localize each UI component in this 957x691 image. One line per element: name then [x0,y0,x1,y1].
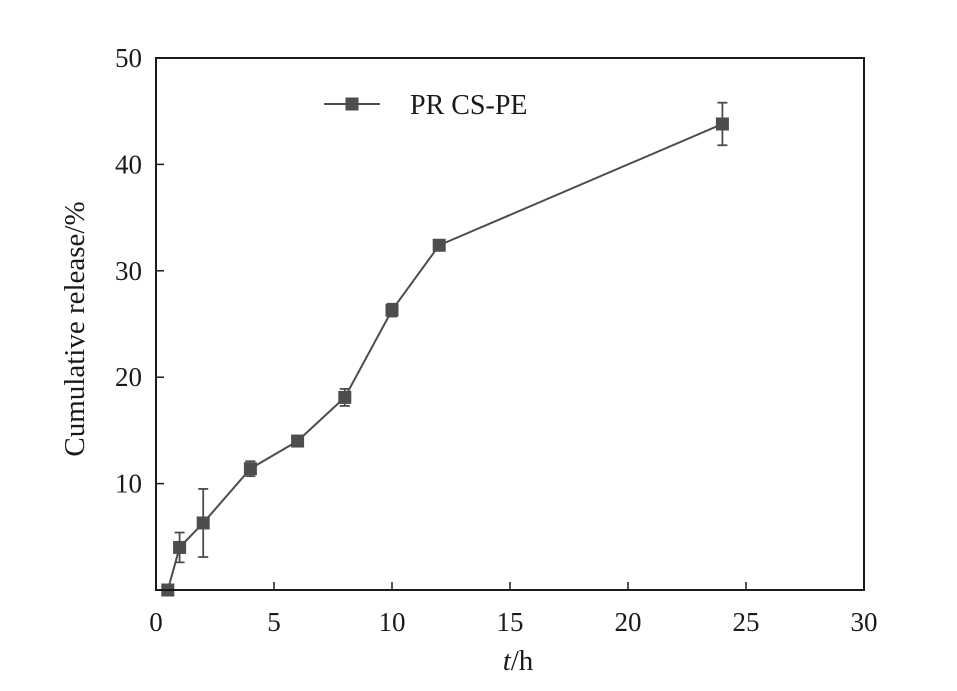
data-point [385,303,399,317]
plot-frame [155,57,865,591]
x-tick-label: 25 [733,607,760,637]
y-tick-label: 10 [115,469,142,499]
x-tick-label: 15 [497,607,524,637]
data-point [196,516,210,530]
data-point [173,540,187,554]
y-tick-label: 40 [115,149,142,179]
y-axis-label: Cumulative release/% [59,201,91,456]
x-axis-label-unit: /h [511,645,534,677]
x-tick-label: 30 [851,607,878,637]
x-tick-label: 5 [267,607,281,637]
y-tick-label: 20 [115,362,142,392]
legend-label: PR CS-PE [410,90,528,121]
y-tick-label: 30 [115,256,142,286]
data-point [291,434,305,448]
legend: PR CS-PE [324,90,528,121]
y-tick-label: 50 [115,43,142,73]
ticks-layer: 0 5 10 15 20 25 30 10 20 30 40 50 [115,43,878,637]
data-point [338,390,352,404]
series-layer [161,101,729,597]
data-point [715,117,729,131]
data-point [243,462,257,476]
x-tick-label: 20 [615,607,642,637]
series-line [166,123,723,591]
x-tick-label: 10 [379,607,406,637]
x-axis-label-variable: t [503,645,512,677]
x-axis-label: t/h [503,645,534,677]
data-point [432,238,446,252]
x-tick-label: 0 [149,607,163,637]
legend-marker [345,97,359,111]
